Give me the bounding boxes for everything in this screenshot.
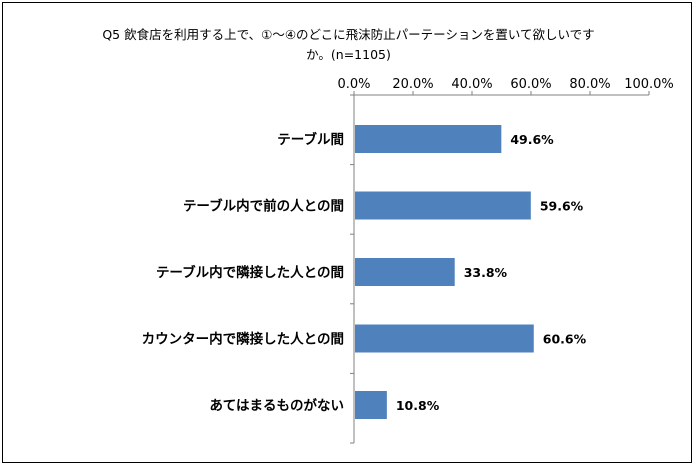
- bar: [355, 324, 534, 353]
- bar: [355, 125, 502, 153]
- x-tick-label: 60.0%: [510, 77, 551, 92]
- x-tick-label: 40.0%: [451, 77, 492, 92]
- bar: [355, 258, 455, 286]
- value-label: 33.8%: [464, 265, 508, 280]
- category-label: テーブル間: [277, 131, 344, 148]
- category-label: カウンター内で隣接した人との間: [142, 331, 344, 348]
- x-tick-label: 80.0%: [569, 77, 610, 92]
- x-tick-label: 0.0%: [337, 77, 370, 92]
- value-label: 49.6%: [510, 132, 554, 147]
- bar: [355, 391, 387, 419]
- chart-title-line-2: か。(n=1105): [306, 47, 391, 62]
- value-label: 10.8%: [396, 398, 440, 413]
- x-tick-label: 100.0%: [624, 77, 674, 92]
- bar: [355, 191, 531, 220]
- value-label: 60.6%: [543, 332, 587, 347]
- chart-frame: [2, 2, 692, 463]
- category-label: テーブル内で隣接した人との間: [156, 264, 344, 281]
- x-tick-label: 20.0%: [392, 77, 433, 92]
- category-label: あてはまるものがない: [210, 397, 344, 414]
- chart-title-line-1: Q5 飲食店を利用する上で、①～④のどこに飛沫防止パーテーションを置いて欲しいで…: [102, 27, 595, 42]
- value-label: 59.6%: [540, 199, 584, 214]
- category-label: テーブル内で前の人との間: [183, 198, 344, 215]
